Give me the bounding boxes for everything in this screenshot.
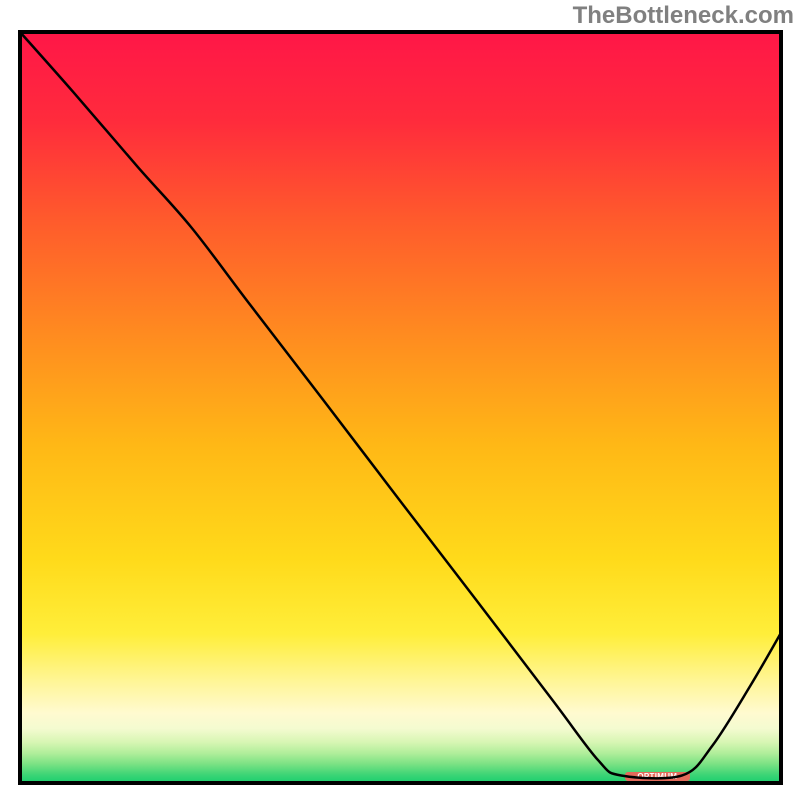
bottleneck-curve [18,30,783,785]
bottleneck-chart: TheBottleneck.com OPTIMUM [0,0,800,800]
attribution-watermark: TheBottleneck.com [573,2,794,30]
plot-area: OPTIMUM [18,30,783,785]
